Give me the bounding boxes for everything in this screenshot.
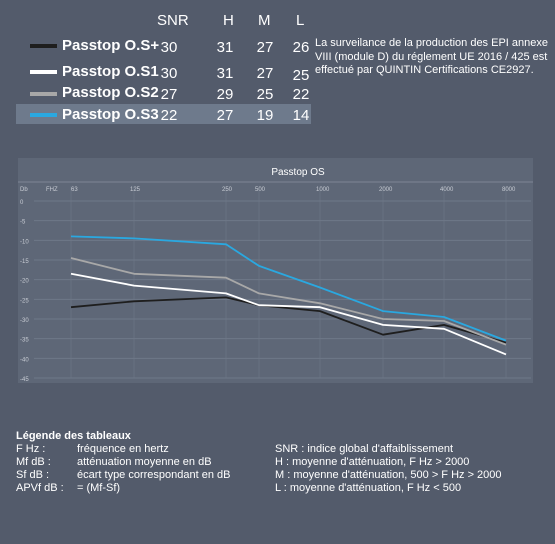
y-tick-label: -40	[20, 357, 29, 363]
legend-term: Mf dB :	[16, 456, 51, 468]
y-tick-label: -45	[20, 377, 29, 383]
snr-value: 27	[160, 86, 178, 103]
series-line	[70, 272, 507, 356]
legend-term: APVf dB :	[16, 482, 64, 494]
legend-row: H : moyenne d'atténuation, F Hz > 2000	[275, 456, 469, 468]
legend-row: SNR : indice global d'affaiblissement	[275, 443, 453, 455]
row-label: Passtop O.S3	[62, 106, 159, 123]
x-tick-label: 4000	[440, 187, 454, 193]
row-label: Passtop O.S1	[62, 63, 159, 80]
legend-desc: moyenne d'atténuation, 500 > F Hz > 2000	[290, 469, 502, 481]
y-tick-label: -20	[20, 279, 29, 285]
header-h: H	[223, 12, 234, 29]
snr-value: 22	[160, 107, 178, 124]
header-snr: SNR	[157, 12, 189, 29]
y-tick-label: -15	[20, 259, 29, 265]
legend-swatch	[30, 92, 57, 96]
legend-row: M : moyenne d'atténuation, 500 > F Hz > …	[275, 469, 502, 481]
chart-title: Passtop OS	[271, 167, 325, 178]
header-l: L	[296, 12, 305, 29]
snr-value: 30	[160, 65, 178, 82]
legend-desc: fréquence en hertz	[77, 443, 169, 455]
legend-term: Sf dB :	[16, 469, 50, 481]
legend-row: L : moyenne d'atténuation, F Hz < 500	[275, 482, 461, 494]
y-tick-label: -10	[20, 239, 29, 245]
legend-term: L :	[275, 482, 287, 494]
legend-swatch	[30, 70, 57, 74]
legend-term: M :	[275, 469, 291, 481]
legend-desc: indice global d'affaiblissement	[304, 443, 453, 455]
chart-panel: Passtop OS 0 -5 -10 -15 -20 -25 -30 -35 -40 -45 Db…	[18, 158, 533, 383]
attenuation-chart: Passtop OS 0 -5 -10 -15 -20 -25 -30 -35 -40 -45 Db…	[18, 167, 533, 383]
h-value: 31	[216, 65, 234, 82]
y-axis-label: Db	[20, 187, 28, 193]
legend-desc: = (Mf-Sf)	[77, 482, 121, 494]
legend-term: SNR :	[275, 443, 305, 455]
l-value: 25	[292, 67, 310, 84]
legend-swatch	[30, 113, 57, 117]
header-m: M	[258, 12, 271, 29]
y-tick-label: -30	[20, 318, 29, 324]
y-tick-label: 0	[20, 200, 24, 206]
x-tick-label: 63	[71, 187, 78, 193]
row-label: Passtop O.S2	[62, 84, 159, 101]
series-line	[70, 296, 507, 344]
m-value: 27	[256, 39, 274, 56]
legend-row: Mf dB : atténuation moyenne en dB	[16, 456, 212, 468]
legend-desc: atténuation moyenne en dB	[77, 456, 212, 468]
legend-term: H :	[275, 456, 290, 468]
legend-desc: moyenne d'atténuation, F Hz < 500	[286, 482, 462, 494]
series-line	[70, 257, 507, 346]
y-tick-label: -25	[20, 298, 29, 304]
x-tick-label: 250	[222, 187, 233, 193]
legend-swatch	[30, 44, 57, 48]
x-tick-label: 500	[255, 187, 266, 193]
legend-title: Légende des tableaux	[16, 430, 131, 442]
m-value: 27	[256, 65, 274, 82]
row-label: Passtop O.S+	[62, 37, 160, 54]
h-value: 27	[216, 107, 234, 124]
y-tick-label: -35	[20, 338, 29, 344]
x-tick-label: 1000	[316, 187, 330, 193]
x-tick-label: 125	[130, 187, 141, 193]
l-value: 14	[292, 107, 310, 124]
legend-desc: écart type correspondant en dB	[77, 469, 231, 481]
l-value: 26	[292, 39, 310, 56]
h-value: 31	[216, 39, 234, 56]
y-tick-label: -5	[20, 220, 26, 226]
legend-row: F Hz : fréquence en hertz	[16, 443, 169, 455]
snr-value: 30	[160, 39, 178, 56]
x-tick-label: 2000	[379, 187, 393, 193]
l-value: 22	[292, 86, 310, 103]
m-value: 25	[256, 86, 274, 103]
x-axis-label: FHZ	[46, 187, 58, 193]
h-value: 29	[216, 86, 234, 103]
x-tick-label: 8000	[502, 187, 516, 193]
legend-desc: moyenne d'atténuation, F Hz > 2000	[289, 456, 470, 468]
legend-term: F Hz :	[16, 443, 46, 455]
row-highlight	[16, 104, 311, 124]
certification-note: La surveilance de la production des EPI …	[315, 37, 548, 76]
legend-row: Sf dB : écart type correspondant en dB	[16, 469, 230, 481]
m-value: 19	[256, 107, 274, 124]
legend-row: APVf dB : = (Mf-Sf)	[16, 482, 120, 494]
series-line	[70, 235, 507, 342]
